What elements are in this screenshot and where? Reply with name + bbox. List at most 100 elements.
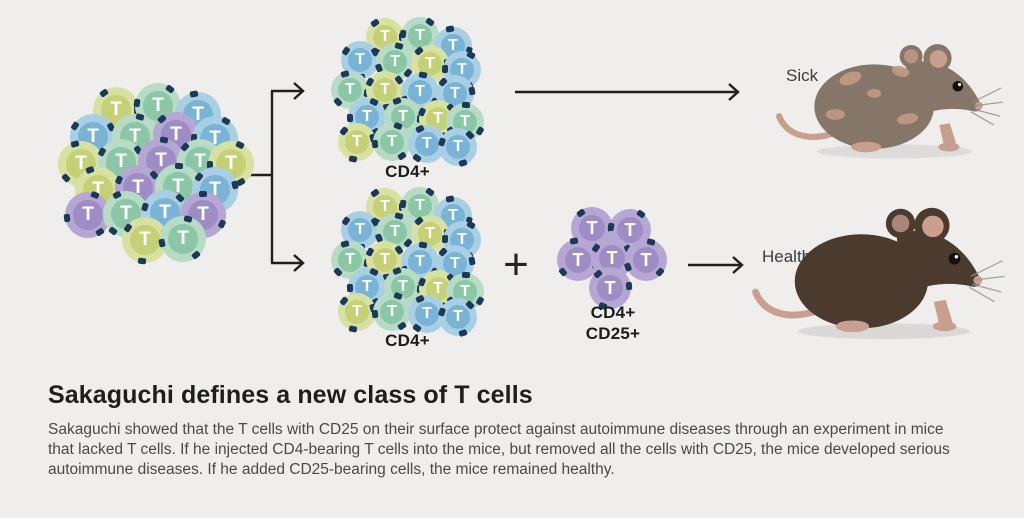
t-cell-body: T — [344, 299, 370, 325]
receptor-icon — [461, 101, 471, 109]
receptor-icon — [392, 96, 402, 106]
t-cell-body: T — [578, 214, 606, 242]
receptor-icon — [474, 125, 485, 136]
receptor-icon — [393, 121, 403, 131]
receptor-icon — [635, 209, 646, 220]
t-cell: T — [374, 211, 414, 251]
receptor-icon — [159, 136, 169, 144]
receptor-icon — [371, 139, 379, 149]
diagram-description: Sakaguchi showed that the T cells with C… — [48, 421, 950, 478]
cd4-label-top: CD4+ — [385, 162, 430, 181]
t-cell-body: T — [130, 225, 160, 255]
t-cell-body: T — [168, 224, 198, 254]
t-cell-body: T — [390, 104, 416, 130]
plus-sign: + — [503, 240, 529, 289]
t-cell: T — [371, 291, 411, 331]
receptor-icon — [97, 147, 107, 158]
t-cell: T — [341, 211, 380, 251]
receptor-icon — [437, 307, 446, 317]
receptor-icon — [418, 71, 428, 79]
receptor-icon — [399, 199, 407, 209]
t-cell: T — [589, 267, 633, 310]
receptor-icon — [220, 116, 231, 126]
receptor-icon — [346, 113, 354, 122]
diagram-title: Sakaguchi defines a new class of T cells — [48, 381, 533, 409]
sick-label: Sick — [786, 66, 819, 85]
t-cell-body: T — [382, 49, 408, 75]
whiskers — [970, 87, 1003, 126]
receptor-icon — [133, 98, 141, 108]
t-cell: T — [557, 237, 601, 281]
healthy-mouse-illustration — [752, 207, 1005, 340]
receptor-icon — [340, 239, 350, 248]
t-cell-body: T — [445, 134, 471, 160]
t-cell-body: T — [407, 23, 433, 49]
receptor-icon — [189, 90, 199, 99]
t-cell-body: T — [337, 77, 363, 103]
receptor-icon — [437, 137, 446, 147]
receptor-icon — [175, 162, 184, 170]
receptor-icon — [393, 291, 403, 301]
t-cell: T — [371, 121, 411, 161]
receptor-icon — [418, 241, 428, 249]
t-cell-body: T — [382, 219, 408, 245]
t-cell-body: T — [379, 129, 405, 155]
receptor-icon — [70, 139, 80, 148]
receptor-icon — [558, 266, 568, 277]
receptor-icon — [94, 227, 105, 238]
t-cell-body: T — [379, 299, 405, 325]
receptor-icon — [234, 140, 245, 150]
t-cell: T — [63, 191, 111, 238]
t-cell-body: T — [407, 193, 433, 219]
t-cell: T — [624, 237, 667, 281]
receptor-icon — [394, 211, 404, 220]
t-cell: T — [437, 128, 477, 168]
receptor-icon — [340, 69, 350, 78]
t-cell: T — [400, 71, 439, 111]
receptor-icon — [90, 191, 100, 200]
t-cell-body: T — [347, 217, 373, 243]
receptor-icon — [85, 166, 96, 175]
receptor-icon — [624, 262, 633, 272]
receptor-icon — [645, 237, 656, 246]
receptor-icon — [191, 250, 202, 261]
t-cell-body: T — [414, 131, 440, 157]
t-cell-body: T — [596, 274, 624, 302]
t-cell: T — [437, 298, 477, 338]
receptor-icon — [441, 64, 449, 74]
branch-bottom-arrowhead-icon — [293, 254, 305, 272]
t-cell-body: T — [564, 246, 592, 274]
branch-top-arrowhead-icon — [293, 82, 305, 100]
receptor-icon — [60, 173, 71, 184]
healthy-arrowhead-icon — [732, 256, 744, 274]
receptor-icon — [111, 190, 122, 200]
t-cell: T — [338, 293, 378, 333]
t-cell-body: T — [337, 247, 363, 273]
receptor-icon — [468, 86, 476, 96]
receptor-icon — [468, 256, 476, 266]
receptor-icon — [63, 213, 71, 222]
t-cell-body: T — [414, 301, 440, 327]
t-cell-body: T — [616, 216, 644, 244]
receptor-icon — [138, 257, 147, 265]
cd25-label-line2: CD25+ — [585, 324, 641, 343]
t-cell-body: T — [73, 200, 103, 230]
receptor-icon — [625, 282, 633, 291]
receptor-icon — [445, 195, 455, 204]
receptor-icon — [140, 201, 150, 212]
t-cell-body: T — [598, 244, 626, 272]
t-cell-body: T — [445, 304, 471, 330]
cd25-label: CD4+ CD25+ — [548, 302, 678, 344]
t-cell-body: T — [632, 246, 660, 274]
whiskers — [968, 260, 1005, 303]
t-cell-body: T — [347, 47, 373, 73]
receptor-icon — [445, 25, 455, 34]
receptor-icon — [392, 266, 402, 276]
receptor-icon — [217, 219, 227, 230]
receptor-icon — [461, 271, 471, 279]
receptor-icon — [399, 29, 407, 39]
receptor-icon — [346, 283, 354, 292]
sick-arrowhead-icon — [728, 83, 740, 101]
